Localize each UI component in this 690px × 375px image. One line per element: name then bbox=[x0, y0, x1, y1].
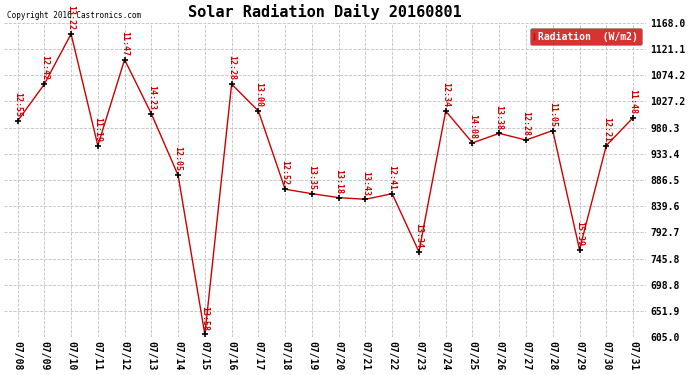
Text: 13:38: 13:38 bbox=[495, 105, 504, 130]
Text: 12:55: 12:55 bbox=[13, 92, 22, 117]
Text: Copyright 2016 Castronics.com: Copyright 2016 Castronics.com bbox=[7, 11, 141, 20]
Text: 14:08: 14:08 bbox=[468, 114, 477, 139]
Text: 11:47: 11:47 bbox=[120, 31, 129, 56]
Text: 12:28: 12:28 bbox=[227, 56, 236, 80]
Text: 12:34: 12:34 bbox=[441, 82, 450, 107]
Text: 15:39: 15:39 bbox=[575, 221, 584, 246]
Text: 12:21: 12:21 bbox=[602, 117, 611, 142]
Text: 13:34: 13:34 bbox=[415, 223, 424, 248]
Legend: Radiation  (W/m2): Radiation (W/m2) bbox=[530, 28, 642, 45]
Text: 13:43: 13:43 bbox=[361, 171, 370, 195]
Text: 11:19: 11:19 bbox=[93, 117, 102, 142]
Title: Solar Radiation Daily 20160801: Solar Radiation Daily 20160801 bbox=[188, 4, 462, 20]
Text: 13:22: 13:22 bbox=[66, 5, 76, 30]
Text: 14:23: 14:23 bbox=[147, 85, 156, 110]
Text: 12:41: 12:41 bbox=[388, 165, 397, 190]
Text: 11:05: 11:05 bbox=[549, 102, 558, 127]
Text: 13:18: 13:18 bbox=[334, 169, 343, 194]
Text: 12:05: 12:05 bbox=[174, 147, 183, 171]
Text: 12:28: 12:28 bbox=[522, 111, 531, 136]
Text: 11:48: 11:48 bbox=[629, 89, 638, 114]
Text: 13:00: 13:00 bbox=[254, 82, 263, 107]
Text: 12:52: 12:52 bbox=[281, 160, 290, 186]
Text: 12:42: 12:42 bbox=[40, 56, 49, 80]
Text: 13:58: 13:58 bbox=[200, 306, 209, 331]
Text: 13:35: 13:35 bbox=[308, 165, 317, 190]
